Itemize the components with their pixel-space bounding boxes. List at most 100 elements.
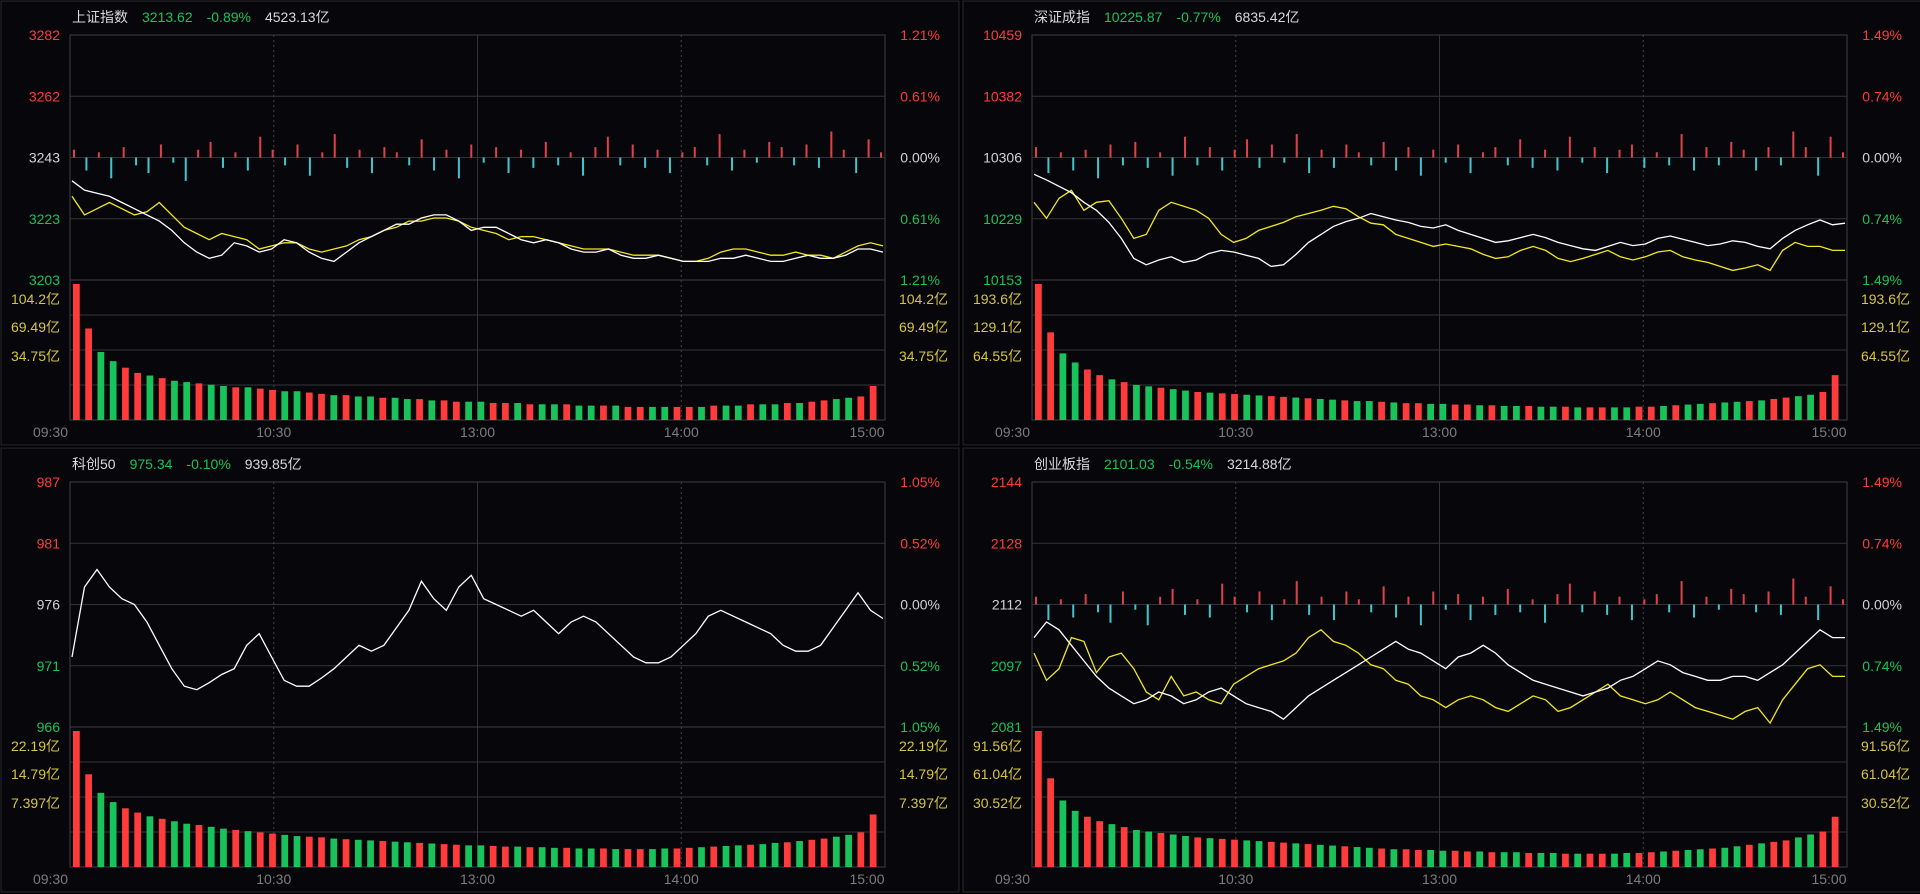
- breadth-bar: [1779, 604, 1782, 615]
- volume-bar: [636, 849, 644, 867]
- breadth-bar: [1804, 147, 1807, 158]
- breadth-bar: [1047, 157, 1050, 174]
- breadth-bar: [1183, 136, 1186, 158]
- volume-bar: [1819, 831, 1827, 867]
- volume-bar: [97, 352, 105, 420]
- breadth-bar: [1072, 604, 1075, 618]
- panel-background: [0, 0, 960, 446]
- volume-bar: [1108, 379, 1116, 420]
- volume-bar: [1745, 844, 1753, 867]
- breadth-bar: [73, 149, 75, 158]
- price-tick-label: 2097: [991, 658, 1022, 674]
- volume-bar: [1525, 852, 1533, 867]
- volume-bar: [1598, 853, 1606, 867]
- breadth-bar: [1097, 604, 1100, 613]
- volume-bar: [759, 844, 767, 867]
- volume-bar: [845, 834, 852, 867]
- volume-tick-label: 129.1亿: [973, 319, 1022, 335]
- pct-tick-label: 1.21%: [900, 27, 940, 43]
- time-label: 09:30: [995, 871, 1030, 887]
- breadth-bar: [1581, 157, 1584, 163]
- volume-bar: [771, 842, 779, 867]
- volume-bar: [330, 395, 338, 420]
- breadth-bar: [1593, 147, 1596, 158]
- volume-bar: [722, 845, 730, 867]
- breadth-bar: [1246, 139, 1249, 158]
- breadth-bar: [1804, 596, 1807, 605]
- breadth-bar: [1295, 581, 1298, 605]
- breadth-bar: [594, 147, 597, 158]
- volume-tick-label-right: 14.79亿: [899, 766, 948, 782]
- volume-bar: [1071, 362, 1079, 420]
- volume-bar: [122, 808, 129, 867]
- volume-bar: [759, 404, 767, 420]
- breadth-bar: [1246, 604, 1249, 613]
- volume-bar: [649, 849, 656, 867]
- breadth-bar: [184, 157, 187, 181]
- breadth-bar: [1494, 604, 1497, 615]
- breadth-bar: [1208, 147, 1211, 158]
- breadth-bar: [1817, 604, 1820, 621]
- time-label: 10:30: [256, 424, 291, 440]
- breadth-bar: [85, 157, 88, 171]
- volume-bar: [281, 834, 289, 867]
- breadth-bar: [1233, 149, 1236, 158]
- volume-bar: [354, 839, 362, 867]
- volume-tick-label-right: 193.6亿: [1861, 291, 1910, 307]
- volume-bar: [1807, 834, 1814, 867]
- volume-bar: [232, 829, 240, 867]
- volume-bar: [146, 375, 154, 420]
- volume-bar: [1390, 849, 1398, 867]
- volume-bar: [1635, 406, 1643, 420]
- breadth-bar: [1779, 157, 1782, 166]
- breadth-bar: [1568, 136, 1571, 158]
- breadth-bar: [470, 144, 473, 158]
- volume-bar: [502, 403, 509, 420]
- volume-bar: [1390, 402, 1398, 420]
- volume-bar: [318, 393, 325, 420]
- volume-bar: [1574, 853, 1582, 867]
- breadth-bar: [1407, 596, 1410, 605]
- volume-bar: [465, 401, 472, 420]
- index-name: 深证成指: [1034, 9, 1090, 25]
- volume-bar: [305, 836, 313, 867]
- breadth-bar: [793, 157, 796, 166]
- breadth-bar: [755, 157, 758, 163]
- time-label: 09:30: [33, 424, 68, 440]
- breadth-bar: [1432, 591, 1435, 605]
- breadth-bar: [457, 157, 460, 179]
- breadth-bar: [731, 157, 734, 171]
- volume-bar: [85, 328, 92, 420]
- pct-tick-label: 0.74%: [1862, 211, 1902, 227]
- volume-bar: [1182, 390, 1189, 420]
- breadth-bar: [1084, 594, 1087, 605]
- breadth-bar: [1618, 149, 1621, 158]
- breadth-bar: [668, 157, 671, 174]
- volume-bar: [1635, 852, 1643, 867]
- volume-bar: [403, 842, 411, 867]
- volume-tick-label: 14.79亿: [11, 766, 60, 782]
- time-label: 15:00: [849, 871, 884, 887]
- breadth-bar: [1444, 604, 1447, 610]
- breadth-bar: [197, 149, 200, 158]
- time-label: 09:30: [33, 871, 68, 887]
- volume-bar: [391, 841, 399, 867]
- volume-bar: [1537, 406, 1545, 420]
- volume-bar: [1255, 841, 1263, 867]
- breadth-bar: [1320, 596, 1323, 605]
- volume-bar: [1782, 840, 1790, 867]
- volume-bar: [1513, 852, 1520, 867]
- breadth-bar: [867, 139, 870, 158]
- volume-bar: [710, 405, 718, 420]
- volume-bar: [685, 847, 693, 867]
- volume-tick-label: 104.2亿: [11, 291, 60, 307]
- breadth-bar: [1419, 604, 1422, 626]
- volume-bar: [1047, 332, 1054, 420]
- volume-bar: [820, 400, 828, 420]
- volume-bar: [244, 831, 252, 867]
- breadth-bar: [1109, 604, 1112, 623]
- volume-bar: [1427, 403, 1434, 420]
- volume-bar: [391, 397, 399, 420]
- volume-bar: [416, 842, 423, 867]
- volume-bar: [1402, 403, 1410, 420]
